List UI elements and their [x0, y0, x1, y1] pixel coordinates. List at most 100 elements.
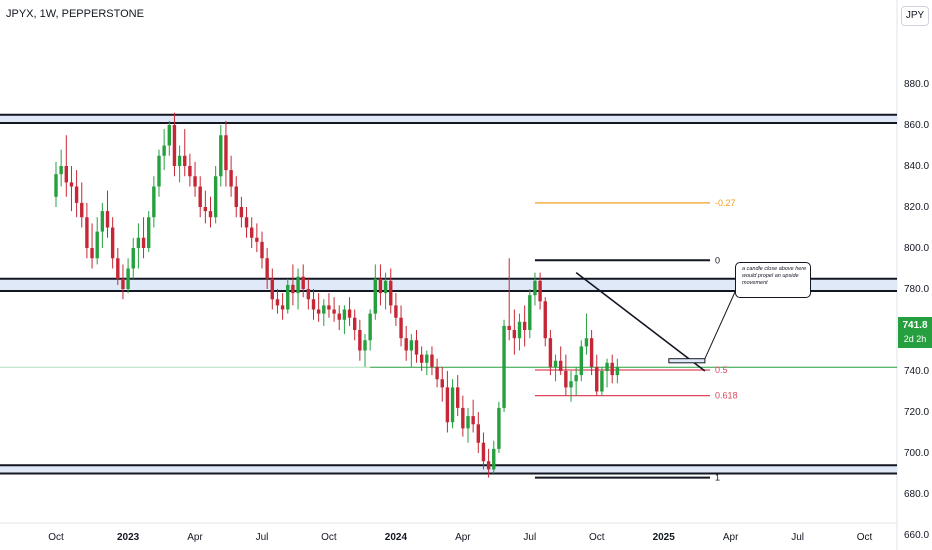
candle-body-97	[553, 360, 558, 367]
candle-body-13	[121, 278, 125, 289]
candle-body-57	[347, 309, 352, 318]
x-tick-10: Apr	[723, 532, 739, 543]
candle-body-10	[105, 211, 110, 228]
candle-body-100	[569, 381, 573, 388]
last-price-value: 741.8	[902, 320, 928, 331]
y-tick-800: 800.0	[904, 243, 929, 254]
x-tick-6: Apr	[455, 532, 471, 543]
candle-body-53	[327, 305, 331, 310]
candle-body-45	[286, 284, 290, 310]
candle-body-87	[502, 325, 506, 408]
candle-body-88	[507, 325, 511, 330]
candle-body-102	[579, 346, 583, 376]
candle-body-36	[239, 207, 244, 218]
candle-body-7	[90, 248, 94, 259]
candle-body-67	[399, 317, 403, 339]
candle-body-34	[229, 170, 233, 187]
candle-body-17	[141, 237, 146, 248]
candle-body-107	[605, 362, 609, 371]
x-tick-9: 2025	[653, 532, 676, 543]
candle-body-92	[528, 295, 532, 330]
breakout-zone-box	[668, 358, 706, 364]
candle-body-32	[219, 135, 223, 177]
candle-body-41	[265, 258, 269, 279]
candle-body-47	[296, 276, 300, 294]
annotation-callout[interactable]: a candle close above here would propel a…	[735, 262, 811, 298]
candle-body-11	[110, 227, 115, 259]
candle-body-108	[610, 362, 614, 376]
support-zone-0	[0, 114, 897, 123]
candle-body-105	[595, 366, 599, 392]
candle-body-95	[543, 301, 547, 339]
candle-body-65	[389, 280, 393, 306]
candle-body-22	[167, 125, 171, 146]
candle-body-49	[306, 289, 311, 300]
candle-body-60	[363, 340, 367, 351]
candle-body-83	[481, 442, 486, 462]
candle-body-2	[64, 166, 68, 183]
candle-body-15	[131, 248, 135, 269]
candle-body-68	[404, 338, 408, 351]
currency-selector[interactable]: JPY	[901, 6, 929, 26]
candle-body-26	[188, 166, 192, 177]
candle-body-38	[250, 227, 254, 238]
candle-body-5	[80, 202, 84, 218]
candle-body-64	[383, 280, 388, 294]
support-zone-1	[0, 278, 897, 292]
candle-body-21	[162, 145, 166, 156]
x-tick-2: Apr	[187, 532, 203, 543]
support-zone-2	[0, 465, 897, 474]
candle-body-78	[456, 387, 460, 408]
symbol-title: JPYX, 1W, PEPPERSTONE	[6, 8, 144, 20]
last-price-badge: 741.8 2d 2h	[898, 317, 932, 348]
candle-body-90	[517, 321, 522, 339]
candle-body-54	[332, 309, 336, 314]
x-tick-7: Jul	[523, 532, 536, 543]
candle-body-24	[177, 155, 182, 166]
x-tick-3: Jul	[256, 532, 269, 543]
candle-body-104	[589, 338, 594, 367]
candle-body-30	[208, 211, 213, 218]
candle-body-6	[85, 217, 89, 248]
x-tick-1: 2023	[117, 532, 140, 543]
candle-body-94	[538, 280, 542, 302]
candle-body-109	[615, 366, 620, 376]
candle-body-89	[512, 330, 517, 339]
candle-body-74	[435, 366, 439, 380]
y-tick-700: 700.0	[904, 448, 929, 459]
candle-body-84	[486, 461, 491, 470]
candle-body-81	[471, 416, 475, 425]
candle-body-19	[152, 186, 156, 218]
x-tick-0: Oct	[48, 532, 64, 543]
candle-body-61	[368, 313, 372, 341]
candle-body-72	[425, 354, 429, 363]
candle-body-58	[353, 317, 357, 330]
candle-body-0	[54, 174, 58, 197]
candle-body-50	[311, 299, 316, 310]
candle-body-91	[522, 321, 527, 330]
y-tick-660: 660.0	[904, 530, 929, 541]
candle-body-93	[533, 280, 537, 296]
candle-body-9	[100, 211, 105, 232]
candle-body-46	[291, 284, 295, 294]
candle-body-42	[270, 278, 274, 300]
y-tick-840: 840.0	[904, 161, 929, 172]
candle-body-20	[157, 155, 161, 187]
candle-body-103	[584, 338, 589, 347]
candle-body-73	[430, 354, 434, 367]
candle-body-71	[419, 354, 424, 363]
fib-label-2: 0.5	[715, 365, 728, 375]
candle-body-99	[564, 371, 568, 388]
candle-body-79	[461, 407, 465, 429]
candle-body-8	[95, 231, 99, 259]
candle-body-25	[183, 155, 187, 166]
candle-body-4	[74, 186, 79, 203]
y-tick-820: 820.0	[904, 202, 929, 213]
candle-body-29	[203, 207, 208, 212]
candle-body-76	[445, 387, 450, 423]
y-tick-860: 860.0	[904, 120, 929, 131]
candle-body-16	[136, 237, 141, 248]
candle-body-28	[198, 186, 202, 207]
x-tick-4: Oct	[321, 532, 337, 543]
